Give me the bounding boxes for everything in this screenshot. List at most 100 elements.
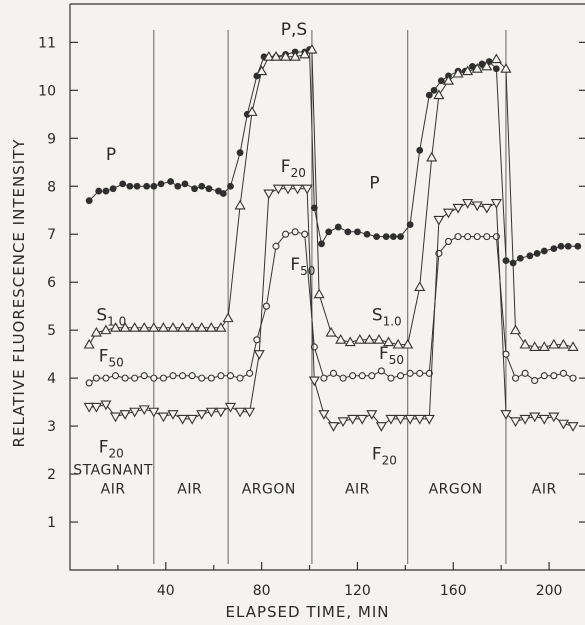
data-point bbox=[392, 338, 404, 349]
x-tick-label: 200 bbox=[536, 583, 563, 599]
data-point bbox=[282, 184, 294, 195]
series-annotation: F20 bbox=[281, 157, 306, 180]
data-point bbox=[167, 410, 179, 420]
data-point bbox=[502, 257, 510, 265]
data-point bbox=[414, 414, 426, 425]
data-point bbox=[402, 338, 414, 349]
data-point bbox=[263, 189, 275, 200]
y-axis-title: RELATIVE FLUORESCENCE INTENSITY bbox=[10, 139, 28, 448]
data-point bbox=[490, 53, 502, 64]
data-point bbox=[246, 369, 254, 377]
data-point bbox=[478, 60, 486, 68]
data-point bbox=[215, 322, 227, 332]
data-point bbox=[382, 233, 390, 241]
phase-dividers bbox=[153, 30, 507, 564]
data-point bbox=[334, 223, 342, 231]
data-point bbox=[224, 402, 237, 413]
data-point bbox=[301, 230, 309, 238]
x-axis-title: ELAPSED TIME, MIN bbox=[226, 603, 390, 621]
data-point bbox=[395, 414, 407, 425]
data-point bbox=[344, 336, 356, 347]
data-point bbox=[444, 237, 453, 245]
phase-label: ARGON bbox=[429, 481, 483, 497]
data-point bbox=[119, 180, 127, 188]
data-point bbox=[442, 75, 455, 85]
data-point bbox=[325, 228, 333, 236]
data-point bbox=[531, 376, 539, 385]
data-point bbox=[143, 182, 151, 190]
data-point bbox=[363, 334, 375, 344]
y-tick-label: 5 bbox=[47, 323, 56, 339]
data-point bbox=[308, 376, 320, 387]
data-point bbox=[433, 215, 445, 226]
data-point bbox=[129, 407, 141, 418]
data-point bbox=[226, 372, 235, 380]
data-point bbox=[85, 379, 93, 387]
data-point bbox=[318, 240, 325, 248]
data-point bbox=[538, 341, 550, 351]
data-point bbox=[471, 63, 483, 73]
data-point bbox=[205, 322, 217, 332]
data-point bbox=[425, 369, 433, 377]
axis-frame bbox=[69, 4, 585, 571]
y-tick-label: 3 bbox=[47, 419, 56, 435]
data-point bbox=[557, 338, 569, 349]
x-tick-label: 80 bbox=[253, 583, 271, 599]
data-point bbox=[100, 400, 112, 411]
series-line bbox=[89, 188, 574, 427]
data-point bbox=[177, 322, 189, 332]
data-point bbox=[313, 288, 325, 299]
data-point bbox=[389, 233, 397, 241]
data-point bbox=[205, 407, 217, 418]
axes: 1 2 3 4 5 6 7 8 9 10 11 40 80 120 160 200 bbox=[38, 3, 585, 599]
series-annotation: P bbox=[106, 145, 116, 165]
x-tick-label: 40 bbox=[157, 583, 175, 599]
data-point bbox=[481, 203, 493, 214]
y-tick-label: 2 bbox=[47, 467, 56, 483]
data-point bbox=[406, 369, 414, 377]
data-point bbox=[196, 322, 208, 332]
data-point bbox=[219, 190, 227, 197]
data-point bbox=[100, 324, 112, 335]
data-point bbox=[325, 326, 337, 337]
data-point bbox=[138, 405, 150, 416]
data-point bbox=[148, 407, 160, 418]
data-point bbox=[406, 221, 414, 229]
data-point bbox=[157, 180, 165, 188]
data-point bbox=[557, 419, 569, 430]
data-point bbox=[509, 324, 522, 335]
data-point bbox=[289, 51, 301, 61]
series-annotation: F50 bbox=[379, 344, 404, 367]
data-point bbox=[397, 372, 405, 380]
data-point bbox=[416, 369, 424, 377]
data-point bbox=[280, 51, 292, 61]
data-point bbox=[253, 350, 265, 360]
data-point bbox=[526, 252, 534, 260]
data-point bbox=[318, 410, 330, 420]
series-annotation: P,S bbox=[281, 20, 307, 40]
data-point bbox=[454, 233, 462, 241]
data-point bbox=[272, 242, 280, 250]
data-point bbox=[416, 146, 424, 154]
y-tick-label: 4 bbox=[47, 371, 56, 387]
data-point bbox=[167, 322, 179, 332]
data-point bbox=[339, 374, 347, 382]
data-point bbox=[83, 402, 95, 413]
data-point bbox=[272, 184, 284, 195]
data-point bbox=[511, 374, 520, 382]
data-point bbox=[366, 410, 378, 420]
data-point bbox=[533, 250, 541, 257]
data-point bbox=[198, 182, 206, 190]
series-annotation: F50 bbox=[99, 346, 124, 369]
data-point bbox=[569, 374, 577, 382]
data-point bbox=[529, 341, 541, 351]
data-point bbox=[519, 338, 531, 349]
data-point bbox=[253, 336, 261, 344]
y-tick-label: 11 bbox=[38, 35, 56, 51]
data-series bbox=[83, 43, 582, 432]
data-point bbox=[471, 201, 483, 212]
data-point bbox=[397, 233, 404, 241]
data-point bbox=[574, 242, 582, 250]
data-point bbox=[320, 374, 328, 382]
